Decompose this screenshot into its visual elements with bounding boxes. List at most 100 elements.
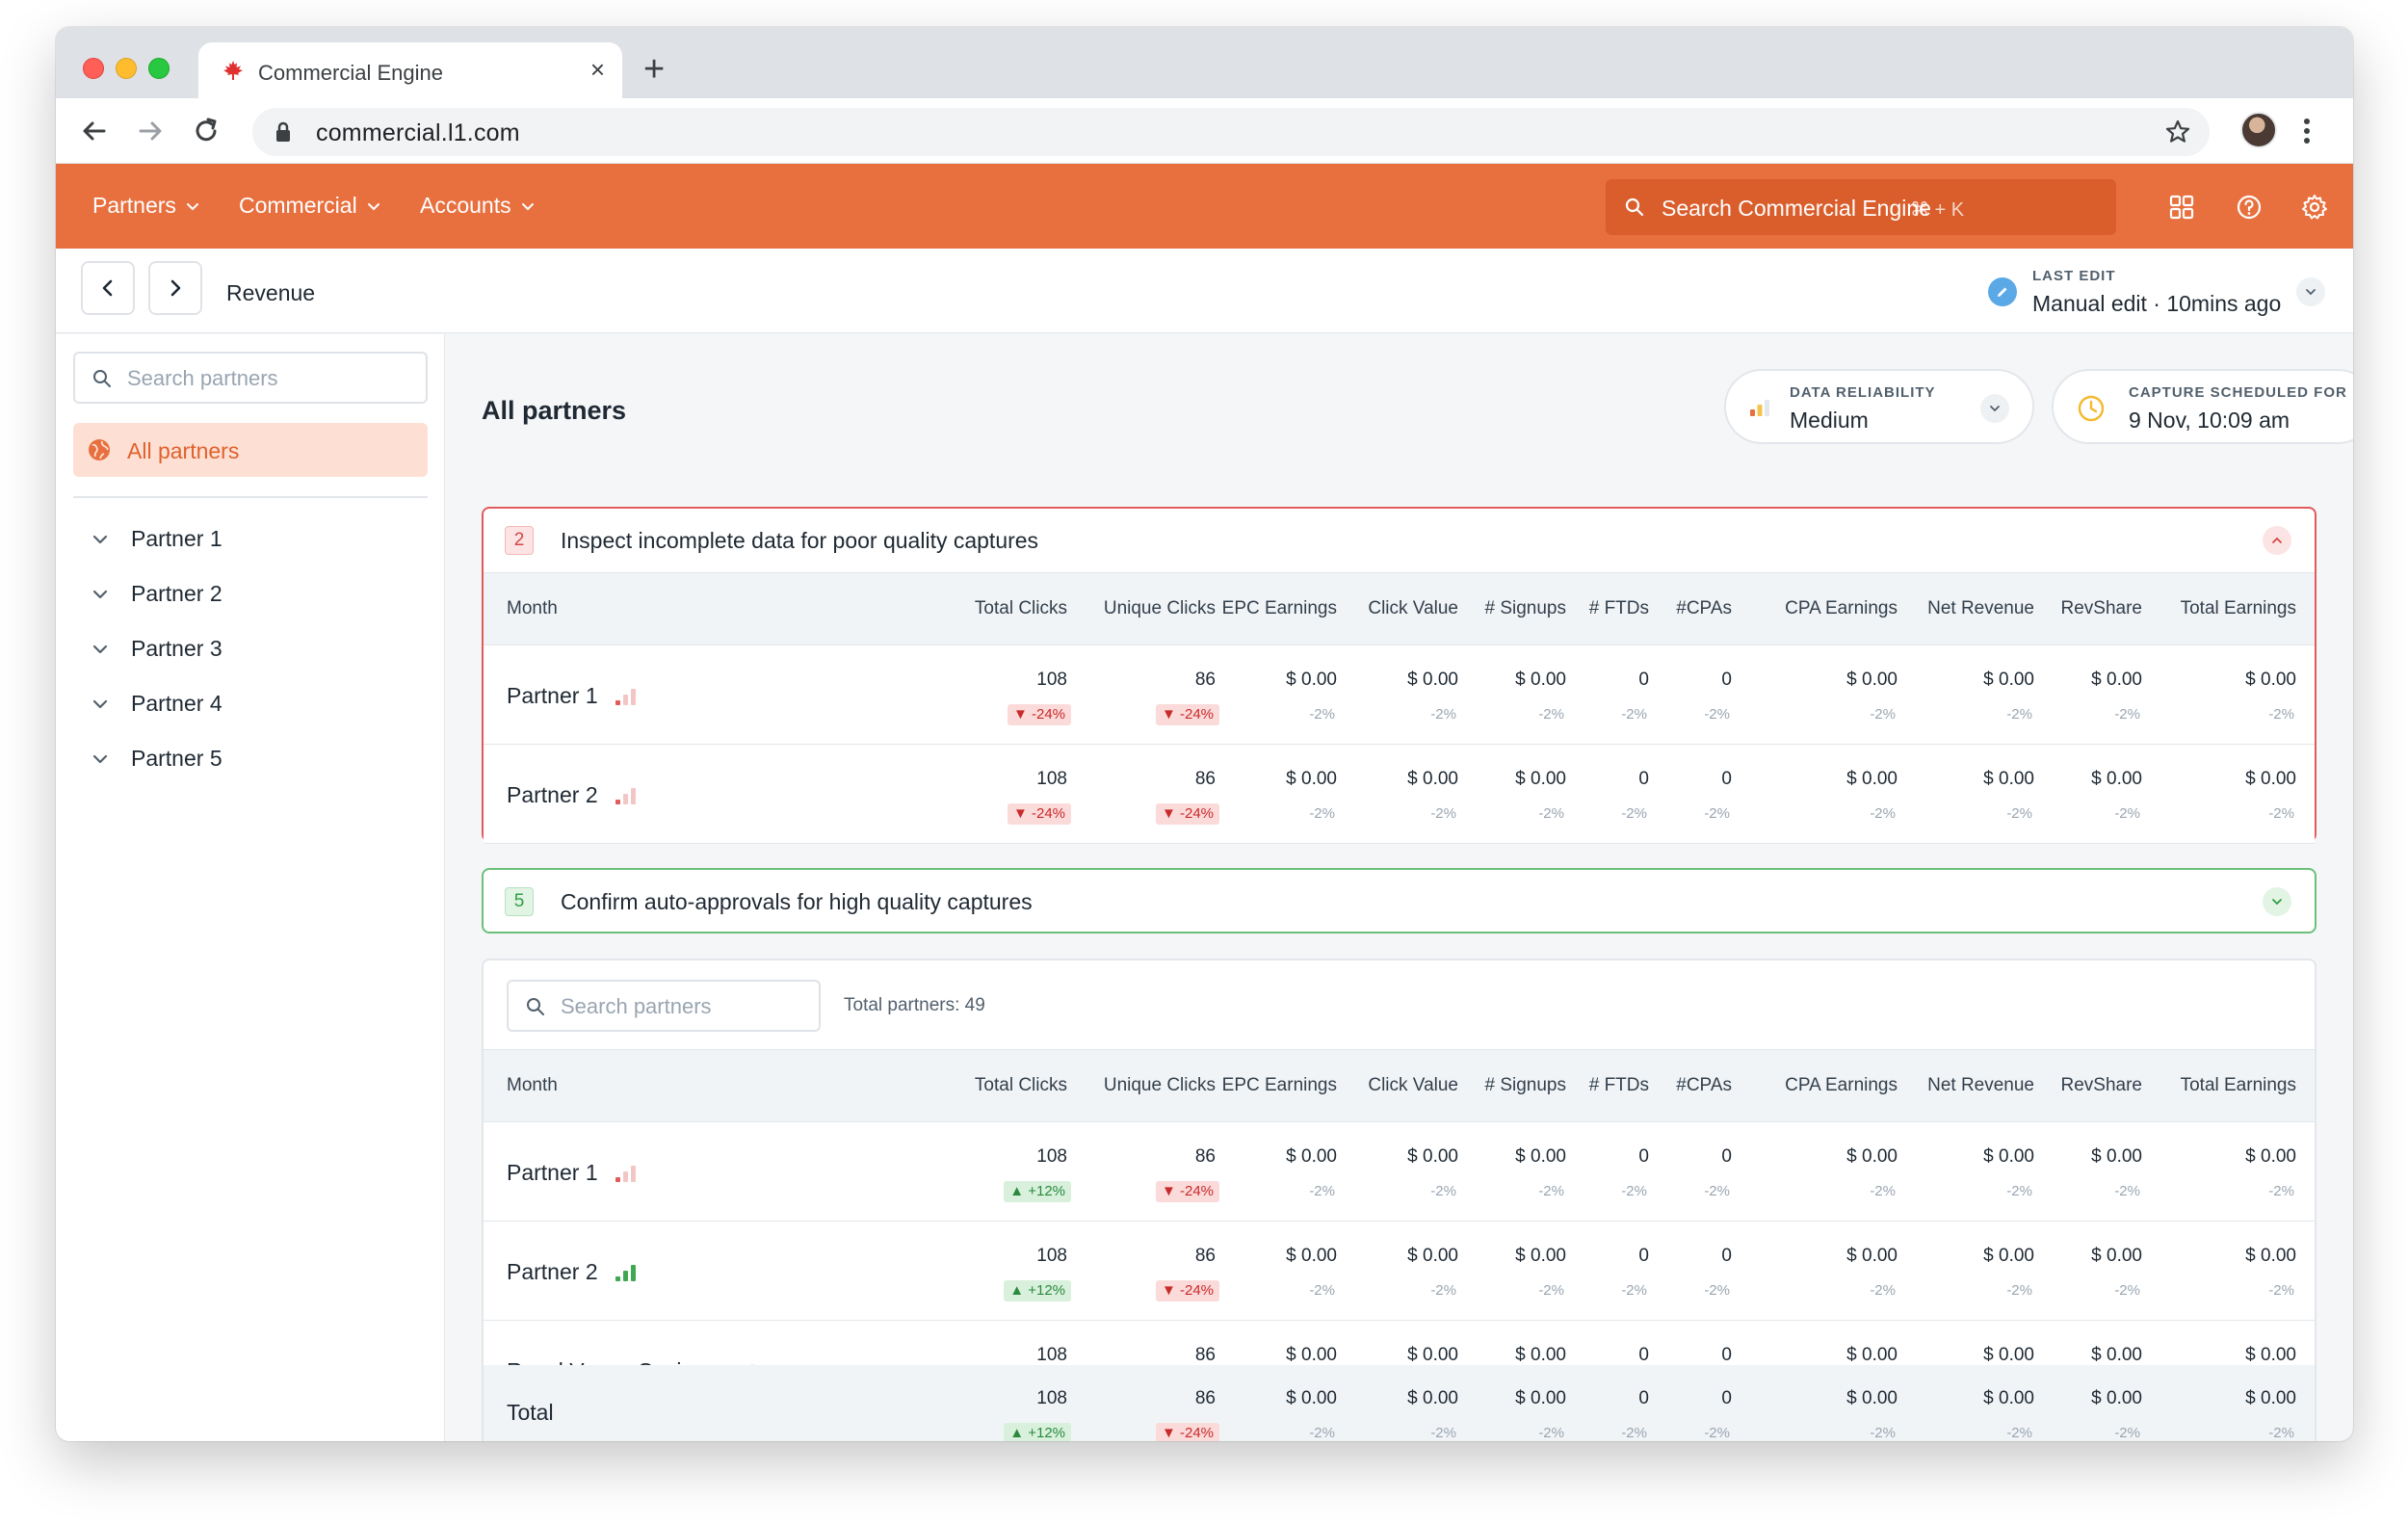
- new-tab-button[interactable]: +: [643, 49, 666, 90]
- column-header[interactable]: # FTDs: [1588, 598, 1649, 618]
- maple-leaf-icon: [223, 61, 243, 80]
- sidebar-item-partner-5[interactable]: Partner 5: [91, 746, 222, 772]
- sidebar-item-partner-3[interactable]: Partner 3: [91, 636, 222, 662]
- change-badge-up: ▲ +12%: [1004, 1423, 1071, 1441]
- cell-value: 0: [1721, 670, 1732, 690]
- back-button[interactable]: [77, 114, 112, 148]
- address-bar[interactable]: commercial.l1.com: [252, 108, 2210, 156]
- sidebar-item-partner-2[interactable]: Partner 2: [91, 581, 222, 607]
- minimize-window-button[interactable]: [116, 58, 137, 79]
- confirm-panel[interactable]: 5 Confirm auto-approvals for high qualit…: [482, 868, 2316, 933]
- menu-commercial[interactable]: Commercial: [239, 193, 382, 219]
- expand-confirm-button[interactable]: [2263, 887, 2291, 916]
- inspect-panel-title: Inspect incomplete data for poor quality…: [561, 528, 1039, 553]
- data-reliability-dropdown[interactable]: [1980, 394, 2009, 423]
- confirm-panel-header[interactable]: 5 Confirm auto-approvals for high qualit…: [484, 870, 2315, 933]
- column-header[interactable]: #CPAs: [1676, 598, 1732, 618]
- column-header[interactable]: EPC Earnings: [1221, 598, 1337, 618]
- table-row[interactable]: Partner 1 108 ▼ -24% 86 ▼ -24% $ 0.00 -2% $ 0.0…: [484, 646, 2315, 745]
- column-header[interactable]: Net Revenue: [1927, 1075, 2034, 1095]
- maximize-window-button[interactable]: [148, 58, 170, 79]
- chevron-left-icon: [102, 279, 113, 297]
- breadcrumb: Revenue: [226, 280, 316, 305]
- quality-signal-icon: [615, 787, 637, 804]
- column-header[interactable]: Total Clicks: [974, 598, 1067, 618]
- reload-button[interactable]: [189, 114, 223, 148]
- next-page-button[interactable]: [148, 261, 202, 315]
- table-row[interactable]: Partner 2 108 ▼ -24% 86 ▼ -24% $ 0.00 -2% $ 0.0…: [484, 746, 2315, 844]
- change-badge-down: ▼ -24%: [1155, 803, 1219, 825]
- inspect-panel-header[interactable]: 2 Inspect incomplete data for poor quali…: [484, 509, 2315, 572]
- more-vertical-icon[interactable]: [2300, 114, 2314, 148]
- change-badge-down: ▼ -24%: [1007, 803, 1071, 825]
- column-header[interactable]: Unique Clicks: [1103, 598, 1216, 618]
- data-reliability-selector[interactable]: DATA RELIABILITY Medium: [1724, 369, 2034, 444]
- column-header[interactable]: CPA Earnings: [1785, 598, 1898, 618]
- column-header[interactable]: EPC Earnings: [1221, 1075, 1337, 1095]
- menu-accounts[interactable]: Accounts: [420, 193, 537, 219]
- gear-icon[interactable]: [2300, 193, 2329, 222]
- sidebar-item-all-partners[interactable]: All partners: [73, 423, 428, 477]
- column-header[interactable]: RevShare: [2060, 1075, 2143, 1095]
- table-row[interactable]: Partner 1 108 ▲ +12% 86 ▼ -24% $ 0.00 -2% $ 0.0…: [484, 1123, 2315, 1222]
- table-row[interactable]: Partner 2 108 ▲ +12% 86 ▼ -24% $ 0.00 -2% $ 0.0…: [484, 1223, 2315, 1321]
- cell-value: 0: [1721, 769, 1732, 789]
- column-header[interactable]: # Signups: [1484, 598, 1566, 618]
- sidebar-item-partner-4[interactable]: Partner 4: [91, 691, 222, 717]
- cell-change: -2%: [1538, 706, 1564, 723]
- global-search[interactable]: Search Commercial Engine ⌘ + K: [1606, 179, 2116, 235]
- column-header[interactable]: # FTDs: [1588, 1075, 1649, 1095]
- column-header[interactable]: Month: [507, 1075, 558, 1095]
- column-header[interactable]: Total Earnings: [2180, 598, 2296, 618]
- close-tab-icon[interactable]: ×: [589, 55, 605, 84]
- apps-grid-icon[interactable]: [2167, 193, 2196, 222]
- browser-tab[interactable]: Commercial Engine ×: [198, 42, 622, 98]
- cell-value: 108: [1036, 1246, 1067, 1266]
- partner-name: Partner 1: [507, 683, 598, 708]
- cell-value: $ 0.00: [1846, 1388, 1898, 1408]
- cell-change: -2%: [2006, 1425, 2032, 1441]
- column-header[interactable]: Click Value: [1368, 1075, 1458, 1095]
- help-icon[interactable]: [2235, 193, 2264, 222]
- cell-value: $ 0.00: [2245, 1146, 2296, 1167]
- cell-value: $ 0.00: [1407, 1146, 1458, 1167]
- bookmark-star-icon[interactable]: [2163, 118, 2192, 146]
- cell-value: 86: [1194, 1146, 1216, 1167]
- cell-value: $ 0.00: [1515, 1345, 1566, 1365]
- column-header[interactable]: Total Earnings: [2180, 1075, 2296, 1095]
- column-header[interactable]: Unique Clicks: [1103, 1075, 1216, 1095]
- cell-value: 0: [1638, 670, 1649, 690]
- column-header[interactable]: Month: [507, 598, 558, 618]
- menu-partners[interactable]: Partners: [92, 193, 201, 219]
- prev-page-button[interactable]: [81, 261, 135, 315]
- column-header[interactable]: RevShare: [2060, 598, 2143, 618]
- chevron-down-icon: [521, 202, 534, 210]
- table-search-input[interactable]: [561, 993, 811, 1020]
- column-header[interactable]: Total Clicks: [974, 1075, 1067, 1095]
- last-edit-dropdown[interactable]: [2296, 277, 2325, 306]
- collapse-inspect-button[interactable]: [2263, 526, 2291, 555]
- column-header[interactable]: Click Value: [1368, 598, 1458, 618]
- profile-avatar[interactable]: [2240, 112, 2277, 148]
- capture-value: 9 Nov, 10:09 am: [2129, 408, 2290, 433]
- sidebar-item-label: Partner 2: [131, 581, 222, 606]
- column-header[interactable]: #CPAs: [1676, 1075, 1732, 1095]
- cell-value: $ 0.00: [1846, 670, 1898, 690]
- cell-change: -2%: [1704, 1183, 1730, 1199]
- cell-value: $ 0.00: [1515, 1146, 1566, 1167]
- chevron-down-icon: [2306, 289, 2316, 296]
- chevron-down-icon: [92, 644, 108, 653]
- column-header[interactable]: Net Revenue: [1927, 598, 2034, 618]
- page-subheader: Revenue LAST EDIT Manual edit · 10mins a…: [56, 249, 2353, 333]
- cell-change: -2%: [2006, 1282, 2032, 1299]
- cell-change: -2%: [2268, 805, 2294, 822]
- sidebar-search-input[interactable]: [127, 365, 416, 392]
- capture-schedule[interactable]: CAPTURE SCHEDULED FOR 9 Nov, 10:09 am: [2052, 369, 2353, 444]
- column-header[interactable]: CPA Earnings: [1785, 1075, 1898, 1095]
- forward-button[interactable]: [133, 114, 168, 148]
- close-window-button[interactable]: [83, 58, 104, 79]
- pencil-icon: [1988, 277, 2017, 306]
- cell-value: 0: [1721, 1146, 1732, 1167]
- column-header[interactable]: # Signups: [1484, 1075, 1566, 1095]
- sidebar-item-partner-1[interactable]: Partner 1: [91, 526, 222, 552]
